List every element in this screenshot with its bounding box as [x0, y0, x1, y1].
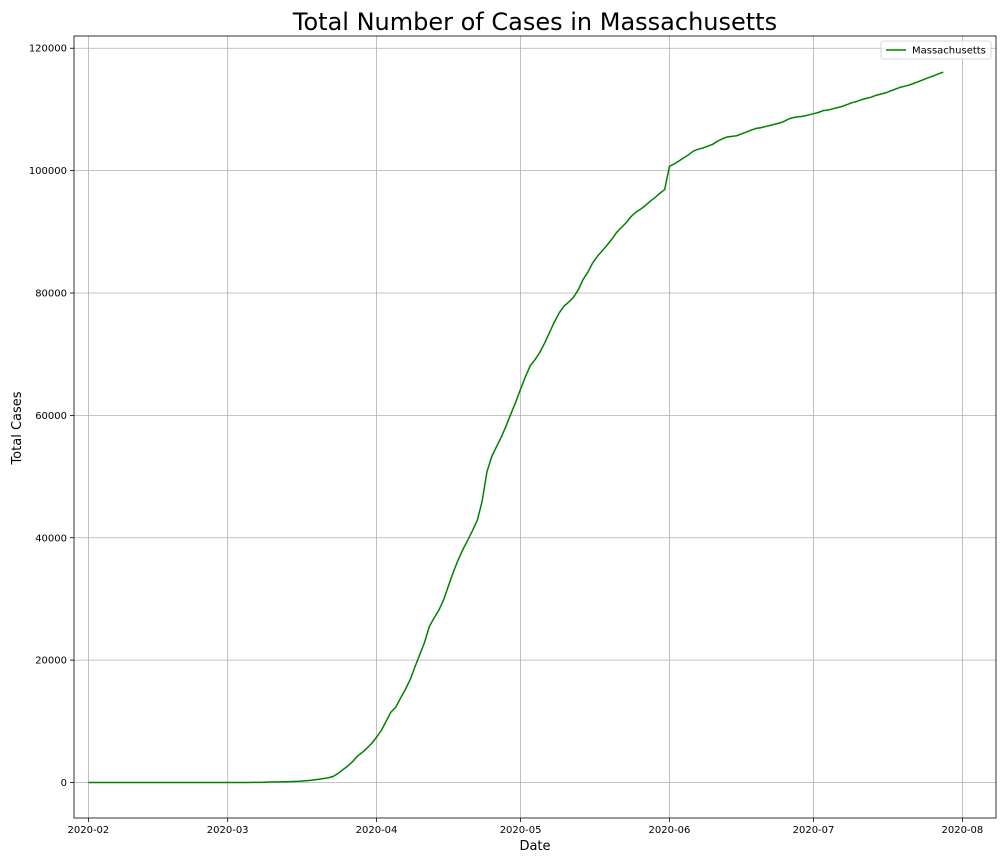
x-tick-label: 2020-04 — [356, 825, 398, 836]
y-axis-label: Total Cases — [10, 391, 25, 465]
y-tick-label: 80000 — [35, 288, 67, 299]
plot-area-frame — [73, 35, 997, 819]
x-tick-label: 2020-07 — [793, 825, 835, 836]
y-tick-label: 20000 — [35, 656, 67, 667]
y-axis-ticks: 0 20000 40000 60000 80000 100000 120000 — [29, 44, 74, 789]
x-tick-label: 2020-05 — [500, 825, 542, 836]
legend-box — [880, 40, 992, 60]
series-layer — [88, 71, 944, 784]
x-tick-label: 2020-03 — [207, 825, 249, 836]
chart-title: Total Number of Cases in Massachusetts — [292, 8, 777, 36]
x-axis-label: Date — [519, 839, 550, 854]
series-line-massachusetts — [88, 71, 944, 784]
y-tick-label: 120000 — [29, 44, 67, 55]
x-tick-label: 2020-06 — [649, 825, 691, 836]
x-tick-label: 2020-02 — [68, 825, 110, 836]
x-axis-ticks: 2020-02 2020-03 2020-04 2020-05 2020-06 2020-… — [68, 818, 983, 836]
y-tick-label: 100000 — [29, 166, 67, 177]
y-tick-label: 40000 — [35, 533, 67, 544]
y-tick-label: 0 — [61, 778, 67, 789]
y-tick-label: 60000 — [35, 411, 67, 422]
legend-label: Massachusetts — [912, 46, 986, 57]
x-tick-label: 2020-08 — [941, 825, 983, 836]
legend: Massachusetts — [880, 40, 992, 60]
